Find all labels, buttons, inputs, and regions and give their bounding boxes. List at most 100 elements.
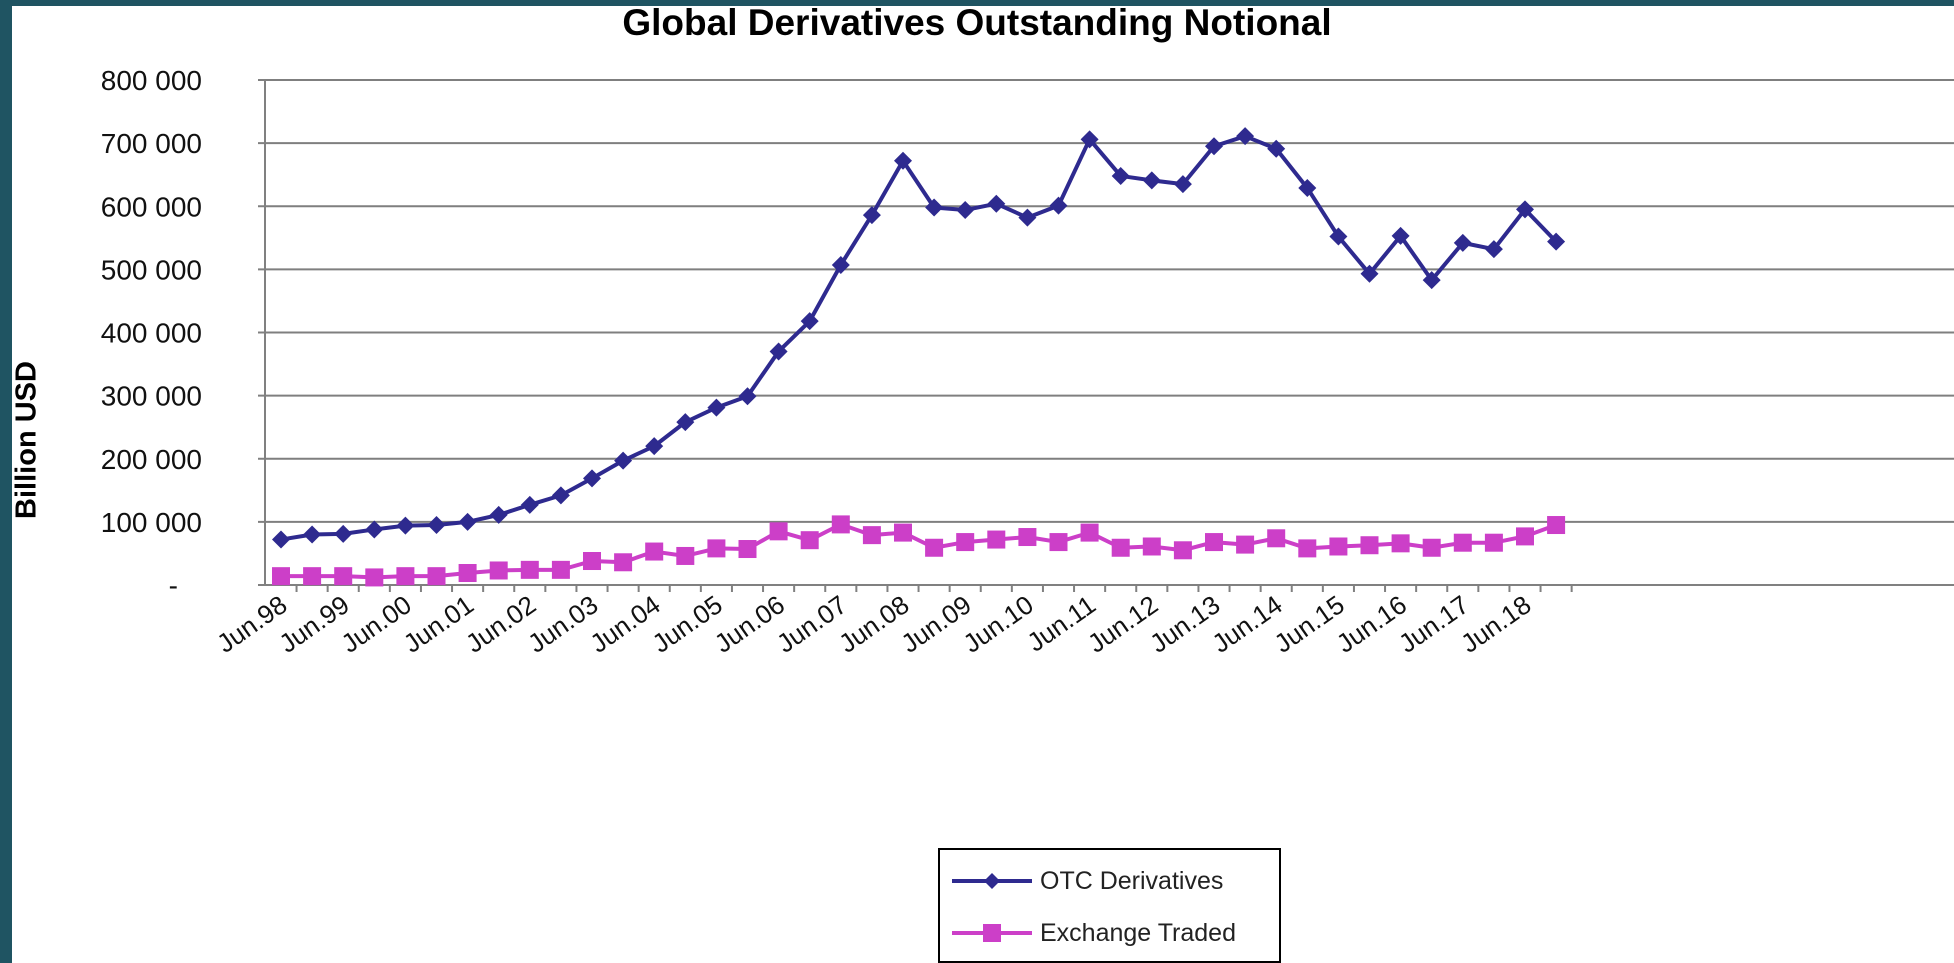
series-0-point-8 <box>520 495 539 514</box>
series-0-point-17 <box>800 312 819 331</box>
series-1-point-8 <box>520 560 539 579</box>
series-0-point-1 <box>303 525 322 544</box>
axes <box>258 79 1954 592</box>
x-tick-label-9: Jun.07 <box>771 589 852 658</box>
x-tick-label-6: Jun.04 <box>584 589 665 658</box>
legend-swatch-exchange <box>952 924 1032 942</box>
x-tick-label-1: Jun.99 <box>273 589 354 658</box>
series-1-point-40 <box>1516 527 1534 546</box>
series-1-point-20 <box>894 523 912 542</box>
series-1-point-11 <box>614 553 633 572</box>
series-1-point-0 <box>272 567 290 586</box>
y-tick-label-5: 300 000 <box>101 381 202 412</box>
series-0-point-27 <box>1111 166 1130 185</box>
series-1-point-5 <box>427 567 446 586</box>
series-1-point-17 <box>800 531 819 550</box>
series-0-point-12 <box>645 437 664 456</box>
series-0-point-14 <box>707 398 726 417</box>
x-tick-labels: Jun.98Jun.99Jun.00Jun.01Jun.02Jun.03Jun.… <box>211 589 1536 658</box>
series-1-point-39 <box>1484 533 1503 552</box>
series-0-point-19 <box>862 206 881 225</box>
x-tick-label-16: Jun.14 <box>1206 589 1287 658</box>
series-lines <box>272 127 1566 587</box>
y-tick-labels: 800 000 700 000 600 000 500 000 400 000 300 0… <box>101 65 202 601</box>
series-0-point-3 <box>365 520 384 539</box>
y-tick-label-7: 100 000 <box>101 507 202 538</box>
series-0-point-29 <box>1173 175 1192 194</box>
legend-item-exchange: Exchange Traded <box>952 918 1236 948</box>
series-0-point-25 <box>1049 196 1068 215</box>
x-tick-label-2: Jun.00 <box>336 589 417 658</box>
legend-label-otc: OTC Derivatives <box>1040 866 1224 895</box>
y-tick-label-1: 700 000 <box>101 128 202 159</box>
legend-marker-otc <box>984 873 1000 889</box>
x-tick-label-4: Jun.02 <box>460 589 541 658</box>
series-0-point-6 <box>458 512 477 531</box>
y-tick-label-8: - <box>169 570 178 601</box>
x-tick-label-7: Jun.05 <box>647 589 728 658</box>
series-0-point-33 <box>1298 178 1317 197</box>
x-tick-label-17: Jun.15 <box>1269 589 1350 658</box>
x-tick-label-15: Jun.13 <box>1144 589 1225 658</box>
series-1-point-4 <box>396 567 415 586</box>
series-1-point-16 <box>769 522 788 541</box>
series-0-point-0 <box>272 530 290 549</box>
series-1-point-13 <box>676 546 695 565</box>
series-0-point-21 <box>925 198 944 217</box>
series-1-point-2 <box>334 567 353 586</box>
series-1-point-25 <box>1049 533 1068 552</box>
series-0-point-26 <box>1080 130 1099 149</box>
legend-item-otc: OTC Derivatives <box>952 866 1223 896</box>
series-1-point-24 <box>1018 528 1037 547</box>
series-1-point-15 <box>738 540 757 559</box>
gridlines <box>265 79 1954 523</box>
x-tick-label-11: Jun.09 <box>895 589 976 658</box>
x-tick-label-19: Jun.17 <box>1393 589 1474 658</box>
x-tick-label-0: Jun.98 <box>211 589 292 658</box>
series-1-point-29 <box>1173 541 1192 560</box>
chart-title: Global Derivatives Outstanding Notional <box>622 2 1332 43</box>
series-1-point-32 <box>1267 529 1286 548</box>
y-tick-label-3: 500 000 <box>101 254 202 285</box>
x-tick-label-10: Jun.08 <box>833 589 914 658</box>
series-1-point-26 <box>1080 523 1099 542</box>
series-0-point-32 <box>1267 139 1286 158</box>
series-1-point-36 <box>1391 534 1410 553</box>
legend-marker-exchange <box>983 924 1001 942</box>
series-0-point-28 <box>1142 171 1161 190</box>
series-1-point-31 <box>1236 535 1255 554</box>
series-1-point-41 <box>1547 516 1566 535</box>
series-0-point-38 <box>1453 233 1472 252</box>
x-tick-label-3: Jun.01 <box>398 589 479 658</box>
series-0-point-36 <box>1391 226 1410 245</box>
series-1-point-3 <box>365 568 384 587</box>
series-1-point-9 <box>551 560 570 579</box>
series-1-point-1 <box>303 567 322 586</box>
series-0-point-22 <box>956 201 975 220</box>
series-1-point-22 <box>956 533 975 552</box>
x-tick-label-20: Jun.18 <box>1455 589 1536 658</box>
series-1-point-21 <box>925 538 944 557</box>
legend: OTC Derivatives Exchange Traded <box>938 848 1281 963</box>
series-1-point-33 <box>1298 539 1317 558</box>
series-0-point-35 <box>1360 264 1379 283</box>
series-0-point-24 <box>1018 208 1037 227</box>
series-1-point-35 <box>1360 536 1379 555</box>
series-0-point-13 <box>676 413 695 432</box>
series-1 <box>272 515 1566 587</box>
series-1-point-30 <box>1205 533 1223 552</box>
series-1-point-23 <box>987 530 1006 549</box>
series-1-point-28 <box>1142 537 1161 556</box>
series-1-point-7 <box>489 561 508 580</box>
series-1-point-14 <box>707 539 726 558</box>
chart-canvas <box>12 6 1954 963</box>
series-1-point-19 <box>862 526 881 545</box>
y-tick-label-4: 400 000 <box>101 318 202 349</box>
series-0-point-2 <box>334 524 353 543</box>
series-0 <box>272 127 1566 549</box>
x-tick-label-8: Jun.06 <box>709 589 790 658</box>
series-0-point-31 <box>1236 127 1255 146</box>
series-0-point-30 <box>1205 137 1223 156</box>
y-tick-label-0: 800 000 <box>101 65 202 96</box>
series-0-point-9 <box>551 486 570 505</box>
